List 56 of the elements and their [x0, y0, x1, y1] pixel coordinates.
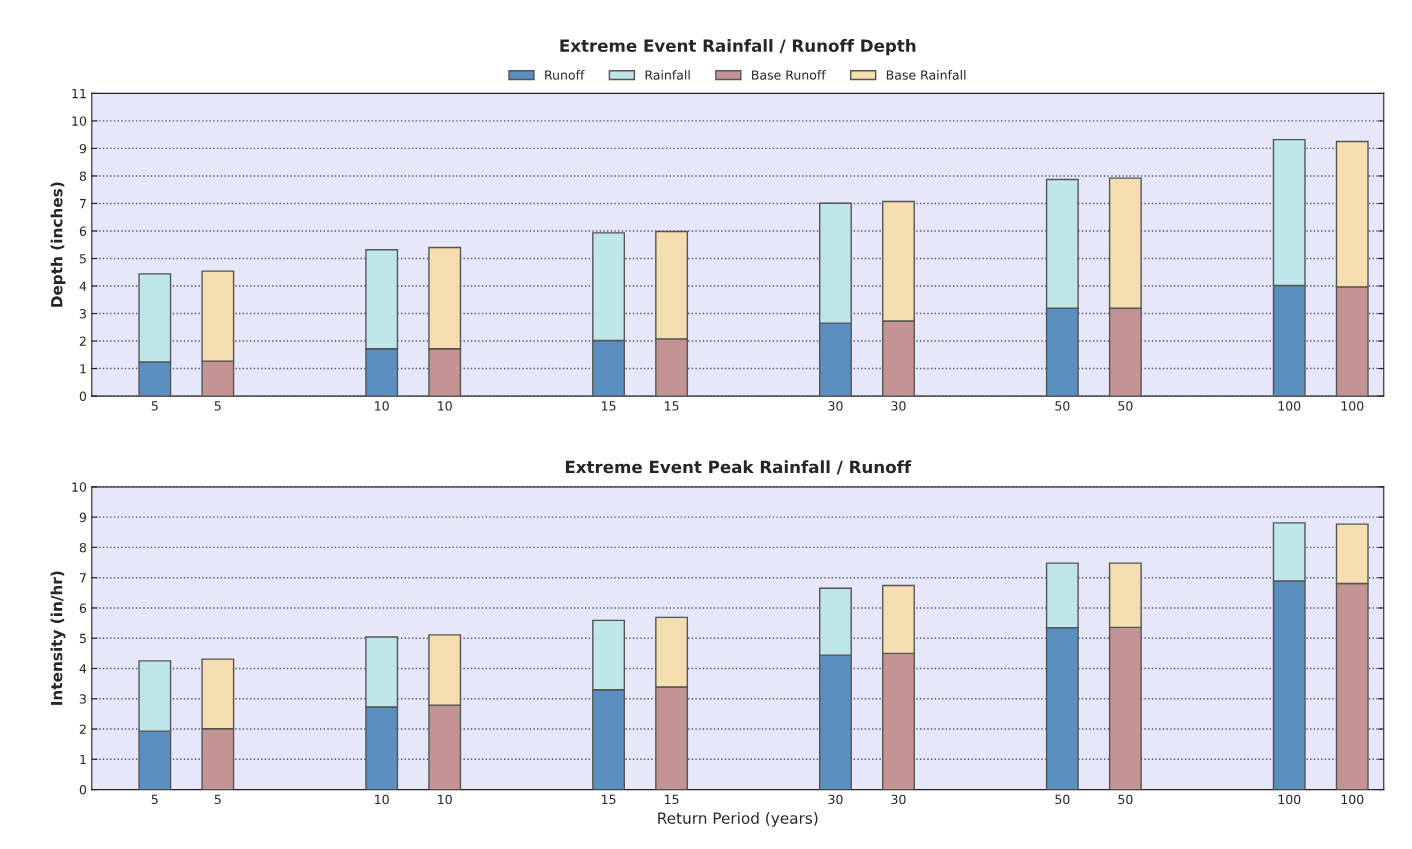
y-tick-label: 4: [79, 664, 87, 674]
x-tick-label: 30: [891, 401, 906, 411]
y-tick-label: 3: [79, 309, 86, 319]
x-tick-label: 30: [891, 794, 906, 805]
y-tick-label: 2: [79, 336, 86, 346]
y-tick-label: 8: [79, 171, 87, 181]
y-tick-label: 8: [79, 542, 87, 553]
x-tick-label: 5: [151, 794, 158, 805]
legend-label: Base Rainfall: [886, 70, 966, 80]
y-tick-label: 1: [80, 364, 86, 374]
y-tick-label: 7: [79, 199, 86, 209]
y-axis-title: Depth (inches): [50, 182, 66, 307]
x-tick-label: 10: [438, 401, 452, 411]
y-tick-label: 9: [79, 143, 87, 154]
x-tick-label: 100: [1278, 401, 1301, 411]
y-tick-label: 5: [79, 254, 86, 264]
y-tick-label: 3: [79, 694, 86, 704]
x-tick-label: 15: [665, 794, 679, 805]
x-tick-label: 30: [828, 794, 843, 805]
x-tick-label: 100: [1278, 794, 1301, 805]
y-tick-label: 9: [79, 512, 87, 523]
legend-label: Runoff: [545, 70, 585, 80]
x-tick-label: 50: [1118, 794, 1133, 805]
y-tick-label: 1: [80, 754, 86, 765]
x-tick-label: 50: [1055, 794, 1070, 805]
y-axis-title: Intensity (in/hr): [50, 571, 66, 705]
x-tick-label: 100: [1341, 401, 1364, 411]
y-tick-label: 0: [79, 391, 87, 401]
chart-title: Extreme Event Rainfall / Runoff Depth: [560, 39, 916, 56]
chart-title: Extreme Event Peak Rainfall / Runoff: [565, 460, 912, 475]
y-tick-label: 7: [79, 573, 86, 583]
y-tick-label: 10: [72, 116, 87, 126]
x-tick-label: 5: [214, 401, 221, 411]
x-tick-label: 50: [1118, 401, 1133, 411]
x-tick-label: 15: [601, 794, 616, 805]
legend-label: Base Runoff: [752, 70, 826, 80]
x-tick-label: 10: [375, 401, 389, 411]
legend-label: Rainfall: [645, 70, 690, 80]
x-axis-title: Return Period (years): [658, 812, 818, 827]
x-tick-label: 30: [828, 401, 843, 411]
x-tick-label: 5: [151, 401, 158, 411]
y-tick-label: 10: [72, 482, 87, 492]
y-tick-label: 5: [79, 633, 86, 644]
x-tick-label: 5: [214, 794, 221, 805]
x-tick-label: 10: [438, 794, 452, 805]
x-tick-label: 100: [1341, 794, 1364, 805]
y-tick-label: 6: [79, 603, 87, 613]
x-tick-label: 50: [1055, 401, 1070, 411]
x-tick-label: 10: [375, 794, 389, 805]
y-tick-label: 0: [79, 785, 87, 795]
y-tick-label: 2: [79, 724, 86, 734]
y-tick-label: 6: [79, 226, 87, 236]
y-tick-label: 4: [79, 281, 87, 291]
y-tick-label: 11: [72, 89, 86, 99]
x-tick-label: 15: [665, 401, 679, 411]
x-tick-label: 15: [601, 401, 616, 411]
